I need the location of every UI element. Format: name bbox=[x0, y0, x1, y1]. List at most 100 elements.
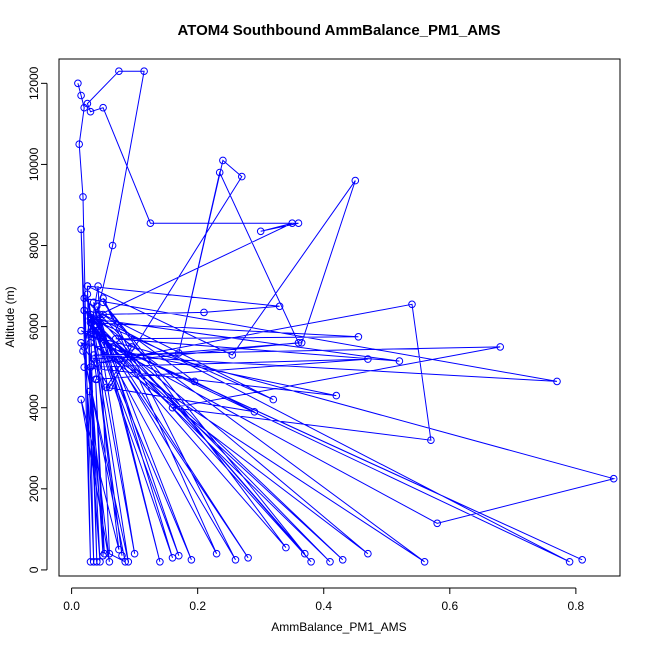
y-tick-label: 10000 bbox=[27, 147, 41, 181]
data-point bbox=[156, 558, 164, 566]
data-point bbox=[231, 556, 240, 564]
data-point bbox=[124, 558, 133, 566]
data-point bbox=[578, 556, 587, 564]
data-point bbox=[80, 363, 88, 372]
data-point bbox=[86, 318, 95, 327]
data-point bbox=[175, 349, 183, 357]
data-point bbox=[168, 403, 177, 412]
data-point bbox=[297, 339, 306, 347]
data-point bbox=[93, 558, 101, 566]
data-point bbox=[94, 282, 102, 290]
data-point bbox=[351, 176, 360, 185]
data-point bbox=[212, 549, 221, 558]
data-point bbox=[96, 310, 104, 319]
data-point bbox=[83, 99, 92, 108]
data-point bbox=[77, 91, 85, 100]
y-tick-label: 12000 bbox=[27, 66, 41, 100]
data-point bbox=[80, 306, 88, 315]
data-point bbox=[79, 347, 87, 355]
data-point bbox=[609, 474, 618, 483]
data-point bbox=[395, 357, 404, 365]
data-point bbox=[108, 241, 117, 250]
data-point bbox=[74, 79, 82, 88]
data-point bbox=[93, 322, 101, 331]
data-point bbox=[238, 172, 246, 181]
data-point bbox=[244, 554, 252, 562]
data-point bbox=[256, 227, 265, 236]
data-point bbox=[190, 377, 199, 386]
data-point bbox=[79, 193, 87, 201]
y-axis: 0 2000 4000 6000 8000 10000 12000 bbox=[27, 66, 48, 573]
data-point bbox=[200, 308, 208, 317]
plot-area bbox=[74, 67, 618, 566]
data-point bbox=[96, 558, 104, 566]
data-point bbox=[130, 549, 139, 558]
data-point bbox=[127, 343, 136, 351]
data-point bbox=[282, 543, 290, 552]
data-point bbox=[93, 359, 101, 367]
data-point bbox=[115, 545, 123, 554]
data-point bbox=[89, 351, 98, 359]
data-point bbox=[86, 314, 95, 323]
data-point bbox=[83, 330, 92, 339]
data-point bbox=[86, 330, 95, 339]
data-point bbox=[364, 549, 372, 558]
data-point bbox=[420, 558, 429, 566]
data-point bbox=[93, 326, 101, 335]
data-point bbox=[408, 300, 416, 309]
data-point bbox=[275, 302, 284, 311]
data-point bbox=[565, 558, 574, 566]
data-point bbox=[364, 355, 372, 363]
data-point bbox=[269, 395, 278, 404]
data-point bbox=[105, 558, 114, 566]
data-point bbox=[354, 333, 363, 341]
data-point bbox=[83, 282, 92, 290]
data-point bbox=[99, 298, 107, 307]
data-point bbox=[77, 339, 85, 347]
x-tick-label: 0.6 bbox=[441, 599, 458, 613]
data-point bbox=[140, 67, 148, 75]
data-point bbox=[553, 377, 561, 386]
data-point bbox=[146, 219, 155, 227]
series-line bbox=[77, 70, 616, 563]
data-point bbox=[228, 351, 237, 359]
data-point bbox=[496, 343, 505, 351]
x-tick-label: 0.0 bbox=[63, 599, 80, 613]
data-point bbox=[99, 103, 107, 112]
data-point bbox=[175, 551, 183, 560]
data-point bbox=[102, 383, 111, 392]
data-point bbox=[288, 219, 297, 227]
data-point bbox=[86, 339, 95, 347]
x-tick-label: 0.8 bbox=[568, 599, 585, 613]
data-point bbox=[433, 519, 442, 528]
data-point bbox=[294, 339, 303, 347]
data-point bbox=[307, 558, 315, 566]
y-tick-label: 4000 bbox=[27, 394, 41, 421]
y-tick-label: 2000 bbox=[27, 475, 41, 502]
x-axis: 0.0 0.2 0.4 0.6 0.8 bbox=[63, 587, 585, 613]
plot-frame bbox=[58, 58, 621, 577]
data-point bbox=[77, 395, 85, 404]
data-point bbox=[115, 67, 123, 75]
data-point bbox=[111, 335, 120, 343]
data-point bbox=[332, 391, 341, 400]
data-point bbox=[215, 168, 224, 177]
y-tick-label: 6000 bbox=[27, 313, 41, 340]
data-point bbox=[80, 294, 88, 303]
data-point bbox=[100, 549, 109, 558]
data-point bbox=[86, 107, 95, 116]
data-point bbox=[118, 551, 126, 560]
data-point bbox=[427, 436, 435, 445]
data-point bbox=[105, 383, 114, 392]
data-point bbox=[93, 375, 101, 384]
y-tick-label: 8000 bbox=[27, 232, 41, 259]
data-point bbox=[326, 558, 334, 566]
y-tick-label: 0 bbox=[27, 566, 41, 573]
data-point bbox=[105, 549, 114, 558]
data-point bbox=[219, 156, 227, 165]
data-point bbox=[108, 343, 117, 351]
data-point bbox=[75, 140, 83, 148]
x-axis-label: AmmBalance_PM1_AMS bbox=[271, 620, 406, 634]
data-point bbox=[93, 302, 101, 311]
